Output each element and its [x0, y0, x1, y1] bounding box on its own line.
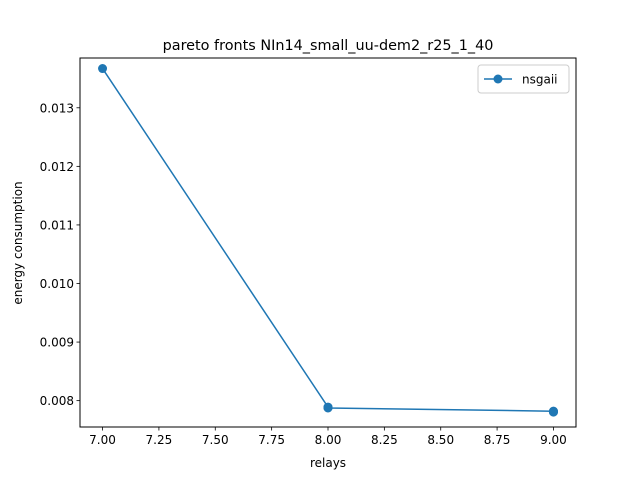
y-axis-ticks: 0.008 0.009 0.010 0.011 0.012 0.013: [40, 101, 80, 408]
x-axis-ticks: 7.00 7.25 7.50 7.75 8.00 8.25 8.50 8.75 9.00: [89, 427, 567, 447]
plot-area: [98, 64, 558, 417]
plot-frame: [79, 57, 577, 428]
y-tick-label: 0.013: [40, 101, 74, 115]
x-tick-label: 9.00: [540, 433, 567, 447]
x-axis-label: relays: [310, 456, 346, 470]
x-tick-label: 7.25: [146, 433, 173, 447]
data-point: [98, 64, 108, 74]
x-tick-label: 7.00: [89, 433, 116, 447]
y-axis-label: energy consumption: [11, 181, 25, 304]
data-point: [323, 403, 333, 413]
x-tick-label: 8.50: [427, 433, 454, 447]
y-tick-label: 0.008: [40, 394, 74, 408]
chart-title: pareto fronts NIn14_small_uu-dem2_r25_1_…: [163, 38, 494, 54]
data-point: [548, 407, 558, 417]
x-tick-label: 8.25: [371, 433, 398, 447]
y-tick-label: 0.012: [40, 160, 74, 174]
legend-box: [477, 64, 570, 94]
y-tick-label: 0.010: [40, 277, 74, 291]
x-tick-label: 8.75: [484, 433, 511, 447]
x-tick-label: 7.75: [258, 433, 285, 447]
legend: nsgaii: [477, 64, 570, 94]
x-tick-label: 7.50: [202, 433, 229, 447]
y-tick-label: 0.009: [40, 336, 74, 350]
y-tick-label: 0.011: [40, 218, 74, 232]
x-tick-label: 8.00: [315, 433, 342, 447]
legend-label-nsgaii: nsgaii: [522, 73, 558, 87]
legend-marker-swatch: [493, 74, 503, 84]
